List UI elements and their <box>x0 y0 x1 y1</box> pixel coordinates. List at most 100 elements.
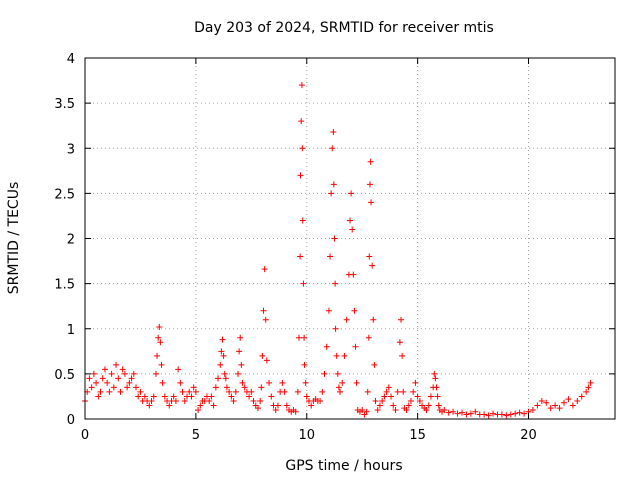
data-point <box>319 388 326 395</box>
data-point <box>157 339 164 346</box>
data-point <box>308 402 315 409</box>
data-point <box>376 402 383 409</box>
data-point <box>433 384 440 391</box>
data-point <box>101 366 108 373</box>
data-point <box>106 388 113 395</box>
data-point <box>121 370 128 377</box>
data-point <box>126 379 133 386</box>
data-point <box>192 388 199 395</box>
data-point <box>303 393 310 400</box>
data-point <box>241 384 248 391</box>
data-point <box>343 316 350 323</box>
data-point <box>172 397 179 404</box>
data-point <box>552 402 559 409</box>
data-point <box>458 409 465 416</box>
data-point <box>351 307 358 314</box>
y-tick-label: 1 <box>67 323 75 338</box>
axis-ticks: 0 5 10 15 20 0 0.5 1 1.5 2 2.5 3 3.5 4 <box>54 52 615 443</box>
data-point <box>394 388 401 395</box>
data-point <box>587 379 594 386</box>
data-point <box>236 348 243 355</box>
data-point <box>206 397 213 404</box>
data-point <box>416 397 423 404</box>
data-point <box>423 406 430 413</box>
data-point <box>135 393 142 400</box>
data-point <box>350 271 357 278</box>
data-point <box>124 384 131 391</box>
data-point <box>299 145 306 152</box>
data-point <box>152 370 159 377</box>
y-tick-label: 2 <box>67 233 75 248</box>
data-point <box>257 397 264 404</box>
data-point <box>158 361 165 368</box>
data-point <box>388 393 395 400</box>
data-point <box>331 235 338 242</box>
data-point <box>230 397 237 404</box>
data-point <box>283 402 290 409</box>
data-point <box>367 158 374 165</box>
data-point <box>281 388 288 395</box>
data-point <box>298 118 305 125</box>
data-point <box>578 393 585 400</box>
data-point <box>150 393 157 400</box>
data-point <box>512 410 519 417</box>
data-point <box>403 406 410 413</box>
data-point <box>226 388 233 395</box>
y-tick-label: 2.5 <box>54 187 75 202</box>
data-point <box>405 402 412 409</box>
data-points <box>82 82 594 419</box>
data-point <box>374 406 381 413</box>
data-point <box>197 402 204 409</box>
data-point <box>349 226 356 233</box>
x-tick-label: 10 <box>298 428 315 443</box>
data-point <box>498 411 505 418</box>
data-point <box>250 397 257 404</box>
data-point <box>450 408 457 415</box>
data-point <box>372 397 379 404</box>
data-point <box>383 388 390 395</box>
data-point <box>119 366 126 373</box>
data-point <box>441 406 448 413</box>
data-point <box>110 384 117 391</box>
data-point <box>366 253 373 260</box>
data-point <box>574 397 581 404</box>
data-point <box>543 399 550 406</box>
y-axis-label: SRMTID / TECUs <box>6 182 22 295</box>
data-point <box>195 406 202 413</box>
data-point <box>93 379 100 386</box>
data-point <box>161 393 168 400</box>
data-point <box>262 316 269 323</box>
y-tick-label: 0 <box>67 413 75 428</box>
data-point <box>302 379 309 386</box>
data-point <box>266 379 273 386</box>
data-point <box>148 397 155 404</box>
data-point <box>113 361 120 368</box>
data-point <box>181 397 188 404</box>
data-point <box>435 402 442 409</box>
data-point <box>332 280 339 287</box>
y-tick-label: 3.5 <box>54 97 75 112</box>
data-point <box>117 388 124 395</box>
data-point <box>538 397 545 404</box>
data-point <box>337 388 344 395</box>
data-point <box>159 379 166 386</box>
data-point <box>414 393 421 400</box>
data-point <box>427 393 434 400</box>
data-point <box>301 361 308 368</box>
x-tick-label: 20 <box>520 428 537 443</box>
data-point <box>431 370 438 377</box>
data-point <box>332 325 339 332</box>
data-point <box>330 129 337 136</box>
data-point <box>97 388 104 395</box>
data-point <box>565 396 572 403</box>
data-point <box>333 352 340 359</box>
x-tick-label: 5 <box>192 428 200 443</box>
data-point <box>301 334 308 341</box>
data-point <box>325 307 332 314</box>
data-point <box>410 388 417 395</box>
data-point <box>137 388 144 395</box>
data-point <box>259 352 266 359</box>
data-point <box>186 388 193 395</box>
chart-title: Day 203 of 2024, SRMTID for receiver mti… <box>194 20 494 36</box>
